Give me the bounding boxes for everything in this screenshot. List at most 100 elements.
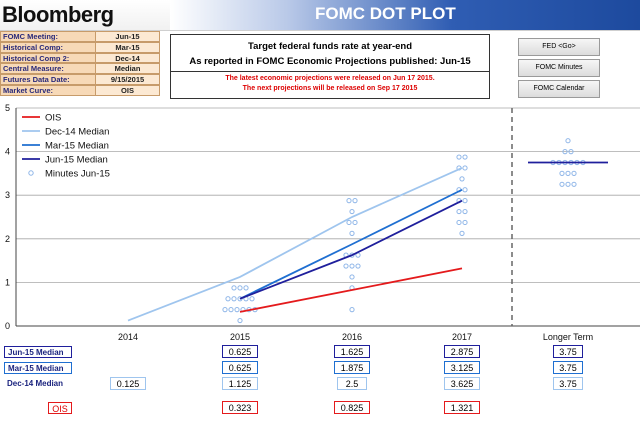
table-cell: 2.875 [444,345,480,358]
fomc-dot [352,198,358,204]
settings-value[interactable]: Dec-14 [96,52,160,64]
fomc-dot [349,307,355,313]
fomc-dot [568,149,574,155]
fomc-dot [346,219,352,226]
fomc-dot [349,230,355,236]
series-line [239,188,463,300]
table-row-label: OIS [48,402,72,414]
legend-label: Minutes Jun-15 [45,169,110,180]
fomc-dot [559,170,565,177]
settings-row: Historical Comp 2: Dec-14 [0,52,160,64]
banner-title: FOMC DOT PLOT [315,4,456,23]
fomc-dot [343,263,349,269]
legend-label: Dec-14 Median [45,127,109,138]
brand-logo: Bloomberg [2,2,114,27]
settings-label: Historical Comp 2: [0,52,96,64]
table-cell: 3.125 [444,361,480,374]
settings-label: Futures Data Date: [0,74,96,85]
fomc-dot [565,170,571,177]
table-cell: 0.625 [222,345,258,358]
settings-label: Market Curve: [0,84,96,96]
button-group: FED <Go> FOMC Minutes FOMC Calendar [518,38,600,101]
release-notes-box: The latest economic projections were rel… [170,71,490,99]
settings-row: Historical Comp: Mar-15 [0,41,160,53]
x-tick-label: 2016 [342,332,362,342]
fomc-dot [243,285,249,291]
settings-label: FOMC Meeting: [0,31,96,42]
fomc-dot [231,285,237,291]
header-bar: Bloomberg FOMC DOT PLOT [0,0,640,31]
y-tick-label: 3 [5,190,10,200]
fomc-dot [352,219,358,226]
x-tick-label: 2014 [118,332,138,342]
fomc-dot [249,296,255,302]
fed-go-button[interactable]: FED <Go> [518,38,600,56]
settings-value[interactable]: OIS [96,84,160,96]
y-tick-label: 4 [5,147,10,157]
table-cell: 1.321 [444,401,480,414]
y-tick-label: 1 [5,277,10,287]
table-row-label: Dec-14 Median [4,378,72,390]
legend-label: Mar-15 Median [45,141,109,152]
fomc-dot [456,208,462,215]
x-tick-label: Longer Term [543,332,593,342]
fomc-dot [459,176,465,182]
y-tick-label: 5 [5,103,10,113]
series-line [239,199,463,300]
legend-label: Jun-15 Median [45,155,108,166]
settings-value[interactable]: 9/15/2015 [96,74,160,85]
fomc-dot [237,317,243,324]
series-line [127,167,463,322]
fomc-dot [562,149,568,155]
fomc-dot [462,219,468,226]
fomc-dot [565,138,571,144]
fomc-dot [459,230,465,236]
fomc-dot [571,181,577,187]
fomc-dot [559,181,565,187]
fomc-dot [222,307,228,313]
fomc-dot [346,198,352,204]
fomc-dot [237,285,243,291]
settings-row: FOMC Meeting: Jun-15 [0,31,160,42]
fomc-dot [462,187,468,193]
table-cell: 3.75 [553,361,583,374]
y-tick-label: 2 [5,234,10,244]
y-tick-label: 0 [5,321,10,331]
fomc-dot [456,154,462,160]
table-cell: 3.75 [553,377,583,390]
table-cell: 1.625 [334,345,370,358]
settings-value[interactable]: Median [96,63,160,75]
legend-dot-swatch [28,170,34,176]
fomc-dot [349,274,355,280]
settings-row: Central Measure: Median [0,63,160,75]
fomc-minutes-button[interactable]: FOMC Minutes [518,59,600,77]
settings-row: Futures Data Date: 9/15/2015 [0,74,160,85]
fomc-dot [349,208,355,215]
fomc-dot [225,296,231,302]
table-row-label: Jun-15 Median [4,346,72,358]
fomc-dot [228,307,234,313]
fomc-calendar-button[interactable]: FOMC Calendar [518,80,600,98]
table-cell: 0.125 [110,377,146,390]
x-tick-label: 2017 [452,332,472,342]
settings-label: Central Measure: [0,63,96,75]
fomc-dot [462,154,468,160]
legend-label: OIS [45,113,61,124]
settings-value[interactable]: Jun-15 [96,31,160,42]
table-cell: 0.625 [222,361,258,374]
table-cell: 3.75 [553,345,583,358]
fomc-dot [349,263,355,269]
table-cell: 0.323 [222,401,258,414]
fomc-dot [234,307,240,313]
table-cell: 3.625 [444,377,480,390]
settings-value[interactable]: Mar-15 [96,41,160,53]
release-note-latest: The latest economic projections were rel… [225,75,435,82]
table-cell: 2.5 [337,377,367,390]
x-tick-label: 2015 [230,332,250,342]
fomc-dot [355,263,361,269]
table-cell: 1.875 [334,361,370,374]
table-cell: 1.125 [222,377,258,390]
chart-title: Target federal funds rate at year-end [247,41,412,52]
fomc-dot [462,208,468,215]
fomc-dot [231,296,237,302]
